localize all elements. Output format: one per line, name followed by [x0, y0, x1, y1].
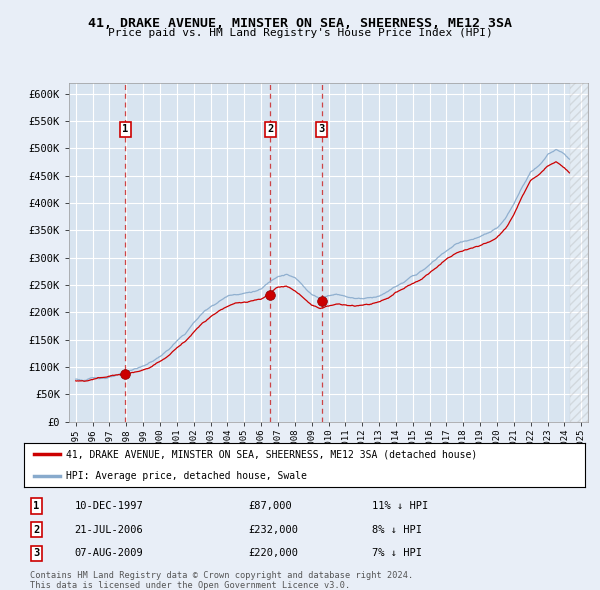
Text: 41, DRAKE AVENUE, MINSTER ON SEA, SHEERNESS, ME12 3SA: 41, DRAKE AVENUE, MINSTER ON SEA, SHEERN… [88, 17, 512, 30]
Text: Price paid vs. HM Land Registry's House Price Index (HPI): Price paid vs. HM Land Registry's House … [107, 28, 493, 38]
Text: 7% ↓ HPI: 7% ↓ HPI [372, 548, 422, 558]
Text: 2: 2 [267, 124, 274, 134]
Text: 2: 2 [33, 525, 40, 535]
Text: £87,000: £87,000 [248, 501, 292, 511]
Text: 1: 1 [33, 501, 40, 511]
Text: 3: 3 [319, 124, 325, 134]
Text: 1: 1 [122, 124, 128, 134]
Text: 8% ↓ HPI: 8% ↓ HPI [372, 525, 422, 535]
Text: This data is licensed under the Open Government Licence v3.0.: This data is licensed under the Open Gov… [30, 581, 350, 589]
Text: Contains HM Land Registry data © Crown copyright and database right 2024.: Contains HM Land Registry data © Crown c… [30, 571, 413, 580]
Text: 41, DRAKE AVENUE, MINSTER ON SEA, SHEERNESS, ME12 3SA (detached house): 41, DRAKE AVENUE, MINSTER ON SEA, SHEERN… [66, 450, 478, 460]
Text: 11% ↓ HPI: 11% ↓ HPI [372, 501, 428, 511]
Text: 07-AUG-2009: 07-AUG-2009 [74, 548, 143, 558]
Text: HPI: Average price, detached house, Swale: HPI: Average price, detached house, Swal… [66, 471, 307, 481]
Text: 21-JUL-2006: 21-JUL-2006 [74, 525, 143, 535]
Text: 10-DEC-1997: 10-DEC-1997 [74, 501, 143, 511]
Text: £232,000: £232,000 [248, 525, 298, 535]
Text: 3: 3 [33, 548, 40, 558]
Text: £220,000: £220,000 [248, 548, 298, 558]
